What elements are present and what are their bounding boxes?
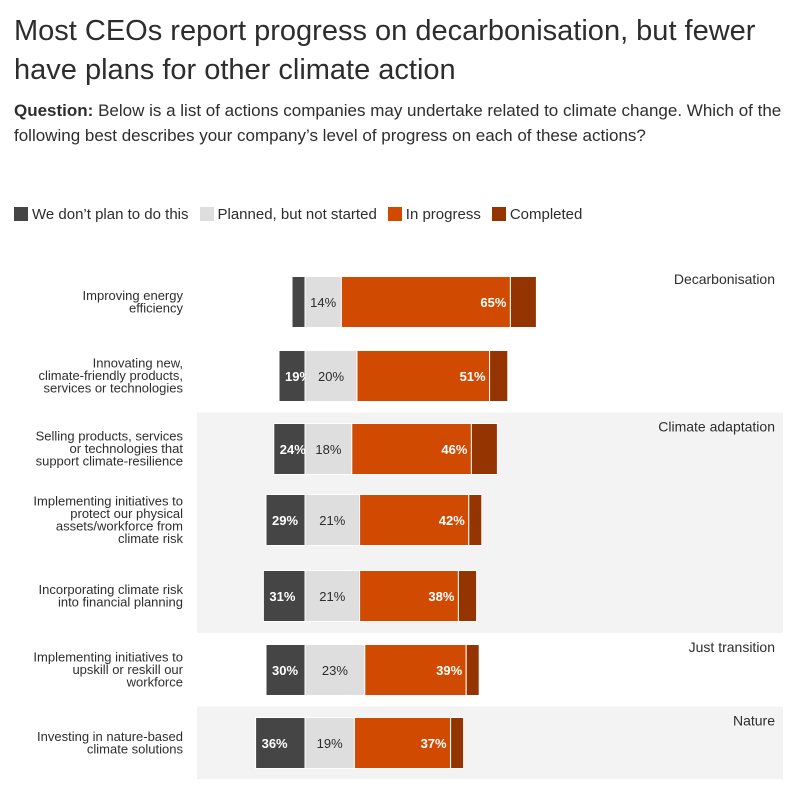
bar-segment (340, 276, 511, 328)
bar-segment (468, 494, 483, 546)
bar-segment (304, 717, 355, 769)
bar-segment (291, 276, 306, 328)
bar-segment (265, 494, 306, 546)
bar-segment (304, 350, 358, 402)
legend-item-dont-plan: We don’t plan to do this (14, 206, 189, 223)
legend-swatch-completed (491, 207, 506, 221)
category-label: Investing in nature-based climate solutio… (37, 729, 183, 757)
bar-value-label: 39% (436, 663, 462, 678)
category-label-line: Implementing initiatives to (33, 650, 183, 665)
bar-segment (273, 423, 306, 475)
bar-value-label: 38% (428, 589, 454, 604)
bar-value-label: 31% (269, 589, 295, 604)
bar-segment (364, 644, 467, 696)
category-label-line: support climate-resilience (36, 454, 183, 469)
bar-segment (509, 276, 537, 328)
category-label-line: assets/workforce from (56, 518, 183, 533)
category-label: Improving energy efficiency (83, 288, 184, 316)
chart-title: Most CEOs report progress on decarbonisa… (14, 15, 756, 86)
category-label: Selling products, services or technologie… (36, 429, 184, 469)
bar-value-label: 65% (480, 295, 506, 310)
bar-value-label: 42% (439, 513, 465, 528)
category-label-line: into financial planning (58, 594, 183, 609)
bar-segment (470, 423, 498, 475)
bar-value-label: 29% (272, 513, 298, 528)
legend-label-in-progress: In progress (405, 205, 481, 223)
legend-swatch-dont-plan (14, 207, 28, 221)
category-label-line: Improving energy (83, 288, 184, 303)
category-label-line: climate risk (118, 531, 184, 546)
legend-swatch-in-progress (387, 207, 402, 221)
category-label-line: Innovating new, (93, 356, 183, 371)
category-label-line: protect our physical (70, 506, 183, 521)
legend-item-in-progress: In progress (387, 205, 481, 223)
question-label: Question: (14, 101, 94, 120)
category-label-line: Investing in nature-based (37, 729, 183, 744)
category-label-line: climate solutions (87, 741, 184, 756)
bar-segment (450, 717, 465, 769)
group-label: Decarbonisation (674, 271, 775, 287)
bar-value-label: 37% (421, 736, 447, 751)
category-label-line: services or technologies (44, 381, 184, 396)
category-label-line: efficiency (129, 300, 183, 315)
bar-segment (359, 570, 459, 622)
bar-segment (353, 717, 452, 769)
bar-value-label: 51% (460, 369, 486, 384)
bar-value-label: 36% (262, 736, 288, 751)
bar-segment (304, 644, 366, 696)
question-body: Below is a list of actions companies may… (14, 101, 782, 145)
bar-segment (457, 570, 478, 622)
legend-item-planned: Planned, but not started (199, 205, 377, 223)
category-label-line: Implementing initiatives to (33, 493, 183, 508)
bar-value-label: 24% (280, 442, 306, 457)
bar-segment (489, 350, 509, 402)
category-label-line: climate-friendly products, (39, 368, 184, 383)
group-label: Just transition (689, 639, 775, 655)
bar-segment (265, 644, 306, 696)
legend-label-planned: Planned, but not started (217, 205, 377, 223)
category-label: Implementing initiatives to protect our p… (33, 493, 183, 546)
bar-segment (359, 494, 470, 546)
bar-segment (262, 570, 306, 622)
bar-value-label: 30% (272, 663, 298, 678)
bar-value-label: 23% (322, 663, 348, 678)
bar-value-label: 21% (319, 513, 345, 528)
bar-value-label: 21% (319, 589, 345, 604)
bar-value-label: 46% (441, 442, 467, 457)
category-label-line: Incorporating climate risk (39, 582, 184, 597)
bar-segment (465, 644, 480, 696)
bar-value-label: 20% (318, 369, 344, 384)
category-label-line: workforce (126, 675, 183, 690)
legend-item-completed: Completed (491, 205, 583, 223)
bar-value-label: 18% (315, 442, 341, 457)
category-label-line: Selling products, services (36, 429, 184, 444)
category-label: Incorporating climate risk into financial… (39, 582, 184, 610)
category-label: Innovating new, climate-friendly products… (39, 356, 184, 396)
bar-value-label: 19% (317, 736, 343, 751)
legend: We don’t plan to do this Planned, but no… (14, 204, 593, 224)
category-label-line: upskill or reskill our (72, 662, 183, 677)
bar-value-label: 14% (310, 295, 336, 310)
legend-label-completed: Completed (509, 205, 583, 223)
bar-segment (304, 423, 353, 475)
group-label: Climate adaptation (658, 419, 775, 435)
legend-swatch-planned (199, 207, 214, 221)
question-text: Question: Below is a list of actions com… (14, 98, 784, 148)
category-label: Implementing initiatives to upskill or re… (33, 650, 183, 690)
bar-segment (304, 494, 361, 546)
category-label-line: or technologies that (70, 441, 184, 456)
bar-segment (351, 423, 472, 475)
bar-segment (278, 350, 306, 402)
group-label: Nature (733, 713, 775, 729)
bar-segment (255, 717, 306, 769)
bar-segment (304, 570, 361, 622)
bar-segment (356, 350, 491, 402)
bar-segment (304, 276, 342, 328)
legend-label-dont-plan: We don’t plan to do this (32, 205, 189, 223)
